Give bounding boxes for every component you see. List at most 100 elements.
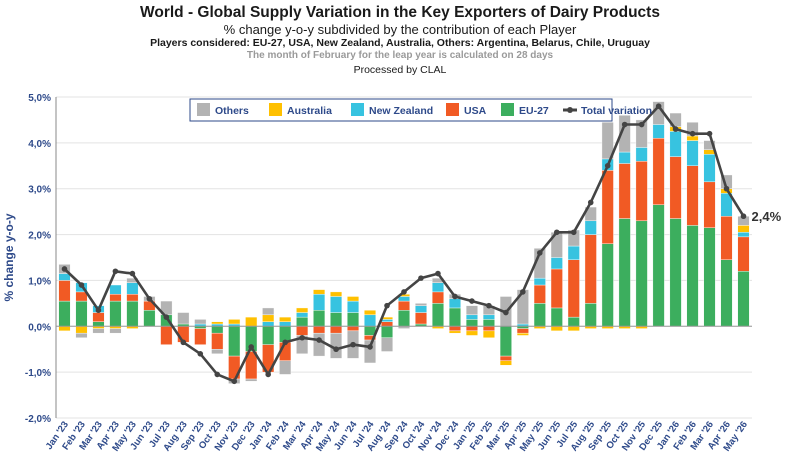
bar-eu-27 — [448, 307, 461, 327]
bar-usa — [58, 280, 71, 302]
bar-usa — [347, 326, 360, 332]
bar-new-zealand — [550, 257, 563, 270]
bar-new-zealand — [58, 273, 71, 281]
bar-usa — [686, 165, 699, 226]
bar-new-zealand — [635, 147, 648, 162]
bar-eu-27 — [398, 310, 410, 327]
legend-swatch-point — [567, 107, 573, 113]
bar-new-zealand — [296, 312, 309, 318]
bar-others — [364, 339, 377, 364]
bar-new-zealand — [703, 154, 716, 183]
y-tick-label: 0,0% — [28, 322, 51, 333]
bar-usa — [499, 355, 512, 361]
bar-eu-27 — [499, 326, 512, 357]
y-tick-label: 3,0% — [28, 185, 51, 196]
bar-eu-27 — [228, 326, 241, 357]
bar-usa — [669, 156, 682, 219]
bar-new-zealand — [465, 314, 478, 320]
total-variation-point — [587, 199, 594, 206]
total-variation-point — [146, 295, 153, 302]
bar-usa — [92, 312, 105, 322]
bar-eu-27 — [482, 319, 495, 327]
legend-label: New Zealand — [369, 105, 433, 117]
bar-usa — [313, 326, 326, 334]
total-variation-point — [689, 130, 696, 137]
bar-new-zealand — [567, 245, 580, 260]
bar-usa — [482, 326, 495, 332]
total-variation-point — [265, 371, 271, 378]
bar-eu-27 — [584, 303, 597, 327]
total-variation-point — [95, 307, 102, 314]
bar-others — [313, 332, 326, 357]
bar-others — [245, 378, 258, 382]
bar-usa — [601, 170, 614, 244]
bar-others — [415, 303, 427, 306]
legend-swatch — [351, 103, 364, 116]
bar-usa — [296, 326, 309, 336]
legend-label: USA — [464, 105, 487, 117]
legend-swatch — [446, 103, 459, 116]
total-variation-point — [655, 103, 662, 109]
total-variation-point — [282, 339, 288, 346]
bar-others — [211, 349, 224, 355]
total-variation-point — [299, 334, 305, 341]
bar-eu-27 — [652, 204, 665, 327]
bar-new-zealand — [669, 131, 682, 157]
y-tick-label: 2,0% — [28, 231, 51, 242]
bar-usa — [533, 284, 546, 304]
bar-eu-27 — [533, 303, 546, 327]
bar-new-zealand — [109, 284, 122, 295]
bar-usa — [381, 321, 393, 327]
bar-usa — [465, 326, 478, 332]
bar-australia — [465, 330, 478, 336]
bar-eu-27 — [262, 326, 275, 345]
total-variation-point — [469, 298, 475, 304]
bar-eu-27 — [75, 300, 88, 327]
total-variation-point — [384, 302, 390, 309]
bar-usa — [618, 163, 631, 219]
bar-new-zealand — [533, 277, 546, 286]
bar-others — [75, 332, 88, 338]
total-variation-point — [486, 302, 492, 309]
legend: Others Australia New Zealand USA EU-27 Total … — [189, 98, 652, 122]
bar-australia — [364, 310, 377, 316]
legend-label: Australia — [287, 105, 332, 117]
legend-label: Total variation — [581, 105, 652, 117]
bar-usa — [737, 236, 750, 272]
bar-new-zealand — [381, 319, 393, 322]
bar-australia — [228, 319, 241, 325]
bar-usa — [398, 300, 410, 311]
bar-eu-27 — [211, 326, 224, 334]
bar-usa — [584, 234, 597, 304]
total-variation-point — [604, 162, 611, 169]
bar-others — [601, 122, 614, 160]
bar-others — [635, 119, 648, 148]
bar-usa — [652, 138, 665, 205]
bar-new-zealand — [652, 124, 665, 139]
bar-eu-27 — [431, 303, 444, 327]
legend-swatch — [501, 103, 514, 116]
bar-australia — [567, 326, 580, 332]
bar-new-zealand — [431, 282, 444, 293]
bar-usa — [415, 312, 427, 325]
bar-australia — [296, 307, 309, 313]
bar-usa — [330, 326, 343, 334]
bar-eu-27 — [703, 227, 716, 327]
bar-usa — [431, 291, 444, 304]
bar-usa — [516, 328, 529, 334]
total-variation-point — [553, 229, 560, 236]
bar-eu-27 — [720, 259, 733, 327]
bar-australia — [482, 330, 495, 338]
bar-australia — [262, 314, 275, 322]
bar-australia — [499, 360, 512, 366]
bar-others — [703, 140, 716, 150]
bar-others — [92, 328, 105, 334]
total-variation-point — [112, 268, 119, 275]
total-variation-point — [231, 378, 238, 385]
total-variation-point — [706, 130, 713, 137]
bar-australia — [347, 296, 360, 302]
chart-subtitle: % change y-o-y subdivided by the contrib… — [223, 22, 577, 37]
bar-eu-27 — [686, 225, 699, 327]
legend-swatch — [269, 103, 282, 116]
y-tick-label: 5,0% — [28, 93, 51, 104]
